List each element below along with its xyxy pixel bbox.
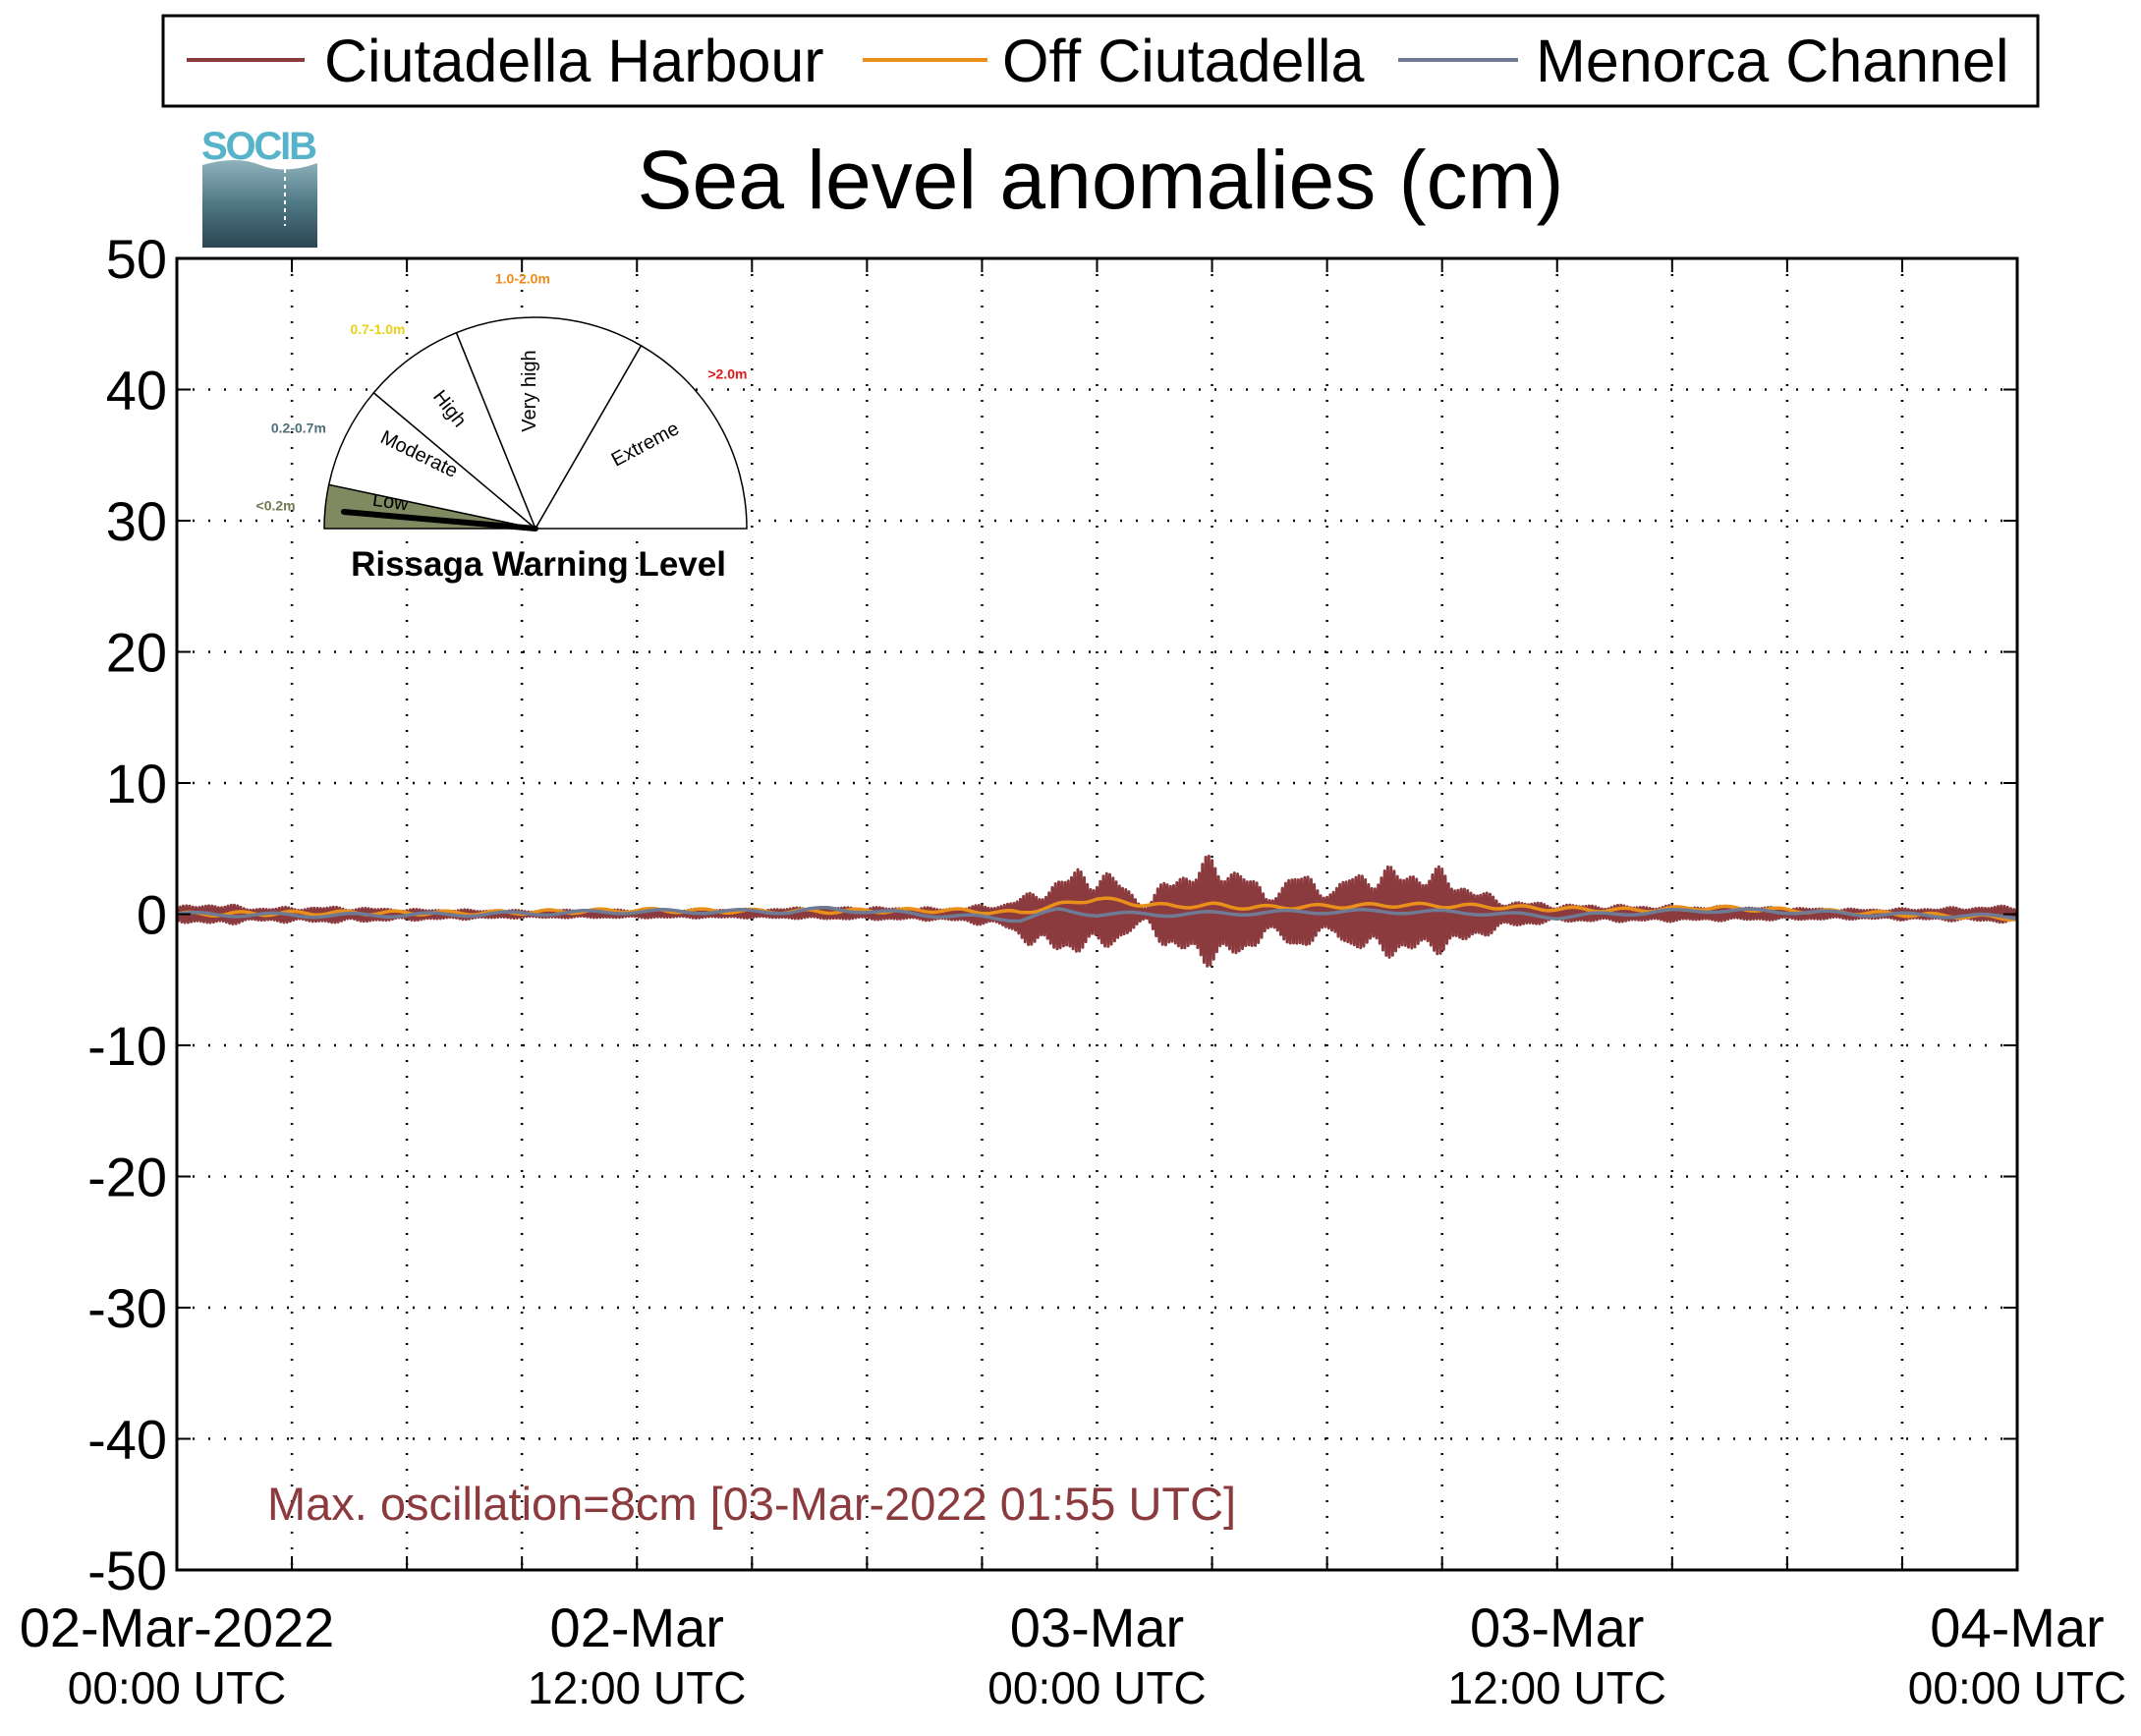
gauge-segment-very-high — [455, 316, 643, 531]
series-line-off-ciutadella — [176, 896, 2018, 922]
y-tick-label: -50 — [87, 1540, 167, 1601]
gauge-range-label: 0.7-1.0m — [350, 321, 405, 337]
series-layer — [175, 854, 2019, 968]
gauge-range-label: 0.2-0.7m — [271, 420, 326, 436]
x-tick-label-date: 03-Mar — [1010, 1596, 1184, 1658]
gauge-needle — [341, 509, 538, 532]
x-tick-label-date: 03-Mar — [1470, 1596, 1644, 1658]
chart-title: Sea level anomalies (cm) — [637, 134, 1563, 226]
y-tick-label: -40 — [87, 1409, 167, 1471]
x-tick-label-time: 00:00 UTC — [987, 1662, 1206, 1713]
x-tick-label-date: 02-Mar — [550, 1596, 724, 1658]
y-tick-label: -30 — [87, 1277, 167, 1339]
y-tick-label: -20 — [87, 1147, 167, 1208]
x-tick-label-time: 00:00 UTC — [68, 1662, 286, 1713]
y-tick-label: 40 — [106, 360, 167, 421]
socib-logo: SOCIB — [201, 125, 317, 248]
gauge-title: Rissaga Warning Level — [351, 545, 726, 584]
y-tick-label: 10 — [106, 753, 167, 814]
gauge-range-label: 1.0-2.0m — [495, 270, 550, 286]
series-line-menorca-channel — [176, 905, 2018, 924]
gauge-segment-moderate — [327, 391, 536, 530]
x-tick-label-date: 04-Mar — [1930, 1596, 2104, 1658]
y-tick-label: 0 — [137, 884, 167, 946]
y-tick-label: -10 — [87, 1015, 167, 1077]
x-tick-label-time: 12:00 UTC — [528, 1662, 746, 1713]
x-tick-label-date: 02-Mar-2022 — [20, 1596, 335, 1658]
legend-label-menorca-channel: Menorca Channel — [1536, 28, 2009, 94]
y-tick-label: 20 — [106, 622, 167, 684]
gauge-segment-high — [372, 331, 536, 530]
legend-box — [161, 14, 2040, 108]
logo-text: SOCIB — [201, 125, 317, 168]
x-tick-label-time: 12:00 UTC — [1448, 1662, 1666, 1713]
gauge-segment-extreme — [534, 344, 748, 530]
gauge-range-label: >2.0m — [707, 365, 747, 381]
gauge-range-label: <0.2m — [256, 498, 296, 514]
legend-label-ciutadella-harbour: Ciutadella Harbour — [324, 28, 824, 94]
y-tick-label: 50 — [106, 228, 167, 290]
legend: Ciutadella Harbour Off Ciutadella Menorc… — [161, 14, 2040, 108]
max-oscillation-annotation: Max. oscillation=8cm [03-Mar-2022 01:55 … — [267, 1478, 1236, 1530]
x-tick-label-time: 00:00 UTC — [1908, 1662, 2126, 1713]
logo-wave — [202, 160, 317, 248]
y-tick-label: 30 — [106, 490, 167, 552]
legend-label-off-ciutadella: Off Ciutadella — [1002, 28, 1365, 94]
tick-layer: 50403020100-10-20-30-40-5002-Mar-202200:… — [20, 228, 2127, 1713]
gauge-range-labels: <0.2m 0.2-0.7m 0.7-1.0m 1.0-2.0m >2.0m — [256, 270, 748, 513]
gauge-segment-label: Very high — [519, 350, 540, 431]
